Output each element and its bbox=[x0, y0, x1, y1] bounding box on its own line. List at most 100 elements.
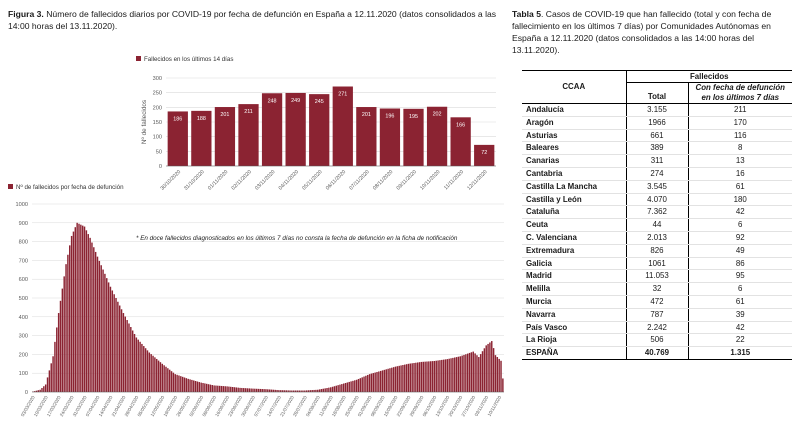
daily-bar bbox=[322, 388, 325, 392]
daily-bar bbox=[161, 363, 164, 392]
last7-cell: 22 bbox=[688, 333, 792, 348]
daily-bar bbox=[87, 234, 89, 392]
daily-bar bbox=[261, 389, 263, 392]
daily-bar bbox=[65, 264, 67, 392]
table-row: Ceuta 44 6 bbox=[522, 218, 792, 232]
daily-bar bbox=[357, 378, 360, 392]
daily-bar bbox=[361, 377, 363, 392]
daily-bar bbox=[359, 378, 362, 392]
daily-bar bbox=[170, 371, 173, 392]
total-cell: 3.545 bbox=[626, 180, 689, 194]
total-cell: 274 bbox=[626, 167, 689, 181]
ccaa-name-cell: Baleares bbox=[522, 141, 627, 156]
ccaa-name-cell: Melilla bbox=[522, 282, 627, 296]
daily-bar bbox=[124, 316, 126, 392]
ccaa-name-cell: Canarias bbox=[522, 154, 627, 168]
daily-bar bbox=[63, 276, 65, 392]
bar bbox=[450, 117, 471, 166]
daily-bar bbox=[442, 359, 445, 392]
daily-bar bbox=[154, 357, 156, 392]
data-label: 249 bbox=[291, 98, 300, 104]
table-row: Castilla La Mancha 3.545 61 bbox=[522, 180, 792, 194]
daily-bar bbox=[109, 286, 112, 392]
daily-bar bbox=[465, 354, 467, 392]
daily-bar bbox=[252, 388, 254, 392]
daily-bar bbox=[354, 380, 356, 392]
daily-bar bbox=[422, 361, 425, 392]
daily-bar bbox=[429, 361, 432, 392]
bar bbox=[426, 106, 448, 166]
data-label: 271 bbox=[338, 92, 347, 98]
y-tick-label: 250 bbox=[153, 91, 162, 97]
data-label: 195 bbox=[409, 114, 418, 120]
data-label: 201 bbox=[220, 112, 229, 118]
daily-bar bbox=[309, 390, 312, 392]
daily-bar bbox=[174, 374, 176, 392]
daily-bar bbox=[205, 383, 208, 392]
daily-bar bbox=[143, 346, 145, 392]
ccaa-name-cell: Ceuta bbox=[522, 218, 627, 232]
total-cell: 472 bbox=[626, 295, 689, 309]
ccaa-name-cell: Cantabria bbox=[522, 167, 627, 181]
daily-bar bbox=[209, 384, 212, 392]
ccaa-name-cell: Madrid bbox=[522, 269, 627, 284]
last7-cell: 42 bbox=[688, 205, 792, 220]
daily-bar bbox=[411, 363, 413, 392]
daily-bar bbox=[146, 350, 149, 392]
table-caption: Tabla 5. Casos de COVID-19 que han falle… bbox=[512, 8, 792, 56]
daily-bar bbox=[466, 353, 469, 392]
daily-bar bbox=[118, 305, 121, 392]
daily-bar bbox=[67, 254, 69, 392]
daily-bar bbox=[172, 372, 175, 392]
daily-bar bbox=[350, 381, 352, 392]
daily-bar bbox=[479, 354, 482, 392]
daily-bar bbox=[141, 343, 143, 392]
daily-bar bbox=[315, 389, 317, 392]
last7-cell: 1.315 bbox=[688, 346, 792, 361]
daily-bar bbox=[489, 342, 491, 392]
daily-bar bbox=[496, 357, 499, 392]
daily-bar bbox=[41, 387, 43, 392]
table-caption-text: . Casos de COVID-19 que han fallecido (t… bbox=[512, 9, 772, 55]
table-row: La Rioja 506 22 bbox=[522, 333, 792, 348]
figure-caption: Figura 3. Número de fallecidos diarios p… bbox=[8, 8, 506, 32]
daily-bar bbox=[459, 356, 462, 392]
daily-bar bbox=[133, 333, 136, 392]
bar bbox=[191, 110, 212, 166]
table-row: C. Valenciana 2.013 92 bbox=[522, 231, 792, 245]
daily-bar bbox=[335, 385, 338, 392]
ccaa-name-cell: ESPAÑA bbox=[522, 346, 627, 361]
table-row: Baleares 389 8 bbox=[522, 141, 792, 156]
y-tick-label: 300 bbox=[19, 334, 28, 340]
footnote: * En doce fallecidos diagnosticados en l… bbox=[136, 235, 458, 242]
last-14-days-chart: Fallecidos en los últimos 14 días 0 50 100 1… bbox=[136, 56, 496, 192]
daily-bar bbox=[59, 300, 62, 392]
daily-bar bbox=[163, 365, 165, 392]
figure-caption-text: Número de fallecidos diarios por COVID-1… bbox=[8, 9, 497, 31]
daily-bar bbox=[85, 230, 88, 392]
daily-bar bbox=[33, 391, 36, 392]
daily-bar bbox=[191, 379, 193, 392]
daily-bar bbox=[374, 372, 376, 392]
daily-bar bbox=[324, 388, 326, 392]
total-cell: 2.013 bbox=[626, 231, 689, 245]
data-label: 248 bbox=[268, 98, 277, 104]
table-row: Andalucía 3.155 211 bbox=[522, 103, 792, 117]
daily-bar bbox=[409, 363, 412, 392]
table-row: Asturias 661 116 bbox=[522, 129, 792, 143]
daily-bar bbox=[487, 343, 489, 392]
daily-bar bbox=[304, 390, 306, 392]
bar bbox=[214, 107, 236, 166]
table-row: Canarias 311 13 bbox=[522, 154, 792, 168]
daily-bar bbox=[355, 379, 358, 392]
daily-bar bbox=[263, 389, 265, 392]
daily-bar bbox=[213, 385, 215, 392]
last7-cell: 6 bbox=[688, 282, 792, 296]
daily-bar bbox=[428, 361, 430, 392]
daily-bar bbox=[106, 278, 108, 392]
daily-bar bbox=[148, 352, 151, 392]
daily-bar bbox=[413, 362, 415, 392]
daily-bar bbox=[70, 235, 73, 392]
y-tick-label: 700 bbox=[19, 258, 28, 264]
table-row: Galicia 1061 86 bbox=[522, 257, 792, 271]
